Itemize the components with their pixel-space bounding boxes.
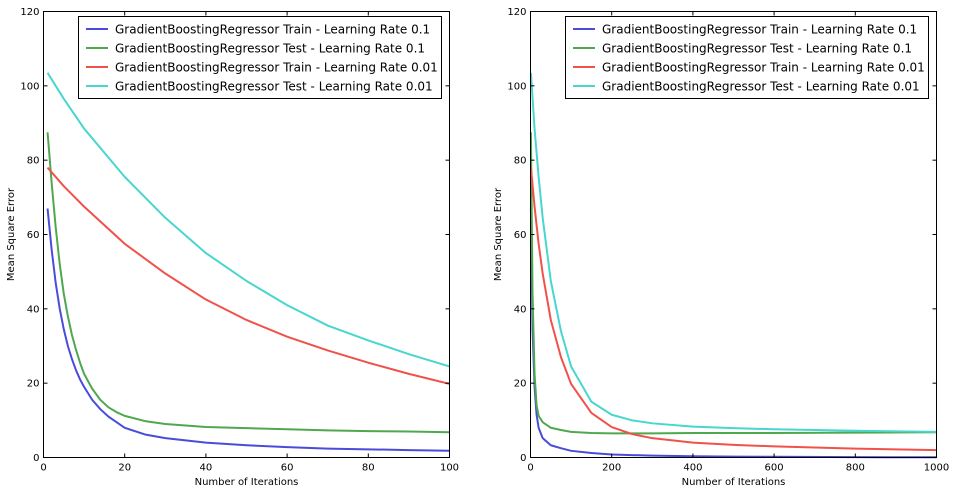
left-chart-legend: GradientBoostingRegressor Train - Learni… (78, 16, 442, 99)
left-chart-y-tick-label: 0 (33, 453, 39, 464)
right-chart-legend-label-4: GradientBoostingRegressor Test - Learnin… (602, 80, 920, 94)
left-chart-series-line-2 (46, 132, 450, 434)
right-chart-y-tick-label: 60 (514, 230, 527, 241)
right-chart-y-tick-label: 80 (514, 156, 527, 167)
left-chart-y-tick-label: 40 (27, 304, 40, 315)
right-chart-legend-label-2: GradientBoostingRegressor Test - Learnin… (602, 42, 912, 56)
right-chart-y-tick-label: 20 (514, 379, 527, 390)
left-chart-x-tick-label: 0 (40, 463, 46, 474)
right-chart-x-tick-label: 200 (602, 463, 621, 474)
left-chart-series-line-4 (46, 72, 450, 368)
right-chart-y-tick-label: 120 (507, 7, 526, 18)
right-chart-y-tick-label: 0 (520, 453, 526, 464)
right-chart-legend-label-1: GradientBoostingRegressor Train - Learni… (602, 23, 917, 37)
right-chart-y-tick-label: 40 (514, 304, 527, 315)
left-chart-series-line-1 (46, 208, 450, 452)
left-chart-y-tick-label: 20 (27, 379, 40, 390)
right-chart-x-tick-label: 1000 (924, 463, 949, 474)
right-chart-x-tick-label: 0 (527, 463, 533, 474)
right-chart-y-axis-label: Mean Square Error (493, 187, 504, 281)
right-chart-legend: GradientBoostingRegressor Train - Learni… (565, 16, 929, 99)
right-chart-series-line-4 (529, 72, 937, 433)
left-chart-x-tick-label: 80 (362, 463, 375, 474)
right-chart-y-tick-label: 100 (507, 81, 526, 92)
left-chart-ticks: 0 20 40 60 80 100 0 20 40 60 80 100 120 (20, 7, 459, 474)
right-chart-legend-box (565, 16, 929, 99)
left-chart-series-lines (46, 72, 450, 452)
left-chart-y-tick-label: 80 (27, 156, 40, 167)
right-chart-panel: 0 200 400 600 800 1000 0 20 40 60 80 100 120 Number … (493, 7, 949, 488)
right-chart-x-tick-label: 800 (846, 463, 865, 474)
left-chart-x-axis-label: Number of Iterations (195, 477, 299, 488)
left-chart-legend-label-1: GradientBoostingRegressor Train - Learni… (115, 23, 430, 37)
right-chart-series-line-1 (529, 208, 937, 459)
right-chart-ticks: 0 200 400 600 800 1000 0 20 40 60 80 100 120 (507, 7, 949, 474)
left-chart-y-axis-label: Mean Square Error (6, 187, 17, 281)
left-chart-x-tick-label: 60 (281, 463, 294, 474)
left-chart-y-tick-label: 60 (27, 230, 40, 241)
right-chart-series-lines (529, 72, 937, 459)
right-chart-x-axis-label: Number of Iterations (682, 477, 786, 488)
left-chart-x-tick-label: 40 (200, 463, 213, 474)
right-chart-plot-frame (530, 11, 937, 458)
left-chart-legend-box (78, 16, 442, 99)
left-chart-legend-label-2: GradientBoostingRegressor Test - Learnin… (115, 42, 425, 56)
left-chart-plot-frame (43, 11, 450, 458)
right-chart-series-line-3 (529, 167, 937, 452)
left-chart-legend-label-3: GradientBoostingRegressor Train - Learni… (115, 61, 438, 75)
left-chart-series-line-3 (46, 166, 450, 385)
left-chart-legend-label-4: GradientBoostingRegressor Test - Learnin… (115, 80, 433, 94)
right-chart-x-tick-label: 400 (683, 463, 702, 474)
right-chart-legend-label-3: GradientBoostingRegressor Train - Learni… (602, 61, 925, 75)
right-chart-series-line-2 (529, 132, 937, 435)
left-chart-y-tick-label: 100 (20, 81, 39, 92)
left-chart-x-tick-label: 100 (440, 463, 459, 474)
left-chart-panel: 0 20 40 60 80 100 0 20 40 60 80 100 120 Number of It… (6, 7, 459, 488)
left-chart-y-tick-label: 120 (20, 7, 39, 18)
left-chart-x-tick-label: 20 (118, 463, 131, 474)
right-chart-x-tick-label: 600 (765, 463, 784, 474)
